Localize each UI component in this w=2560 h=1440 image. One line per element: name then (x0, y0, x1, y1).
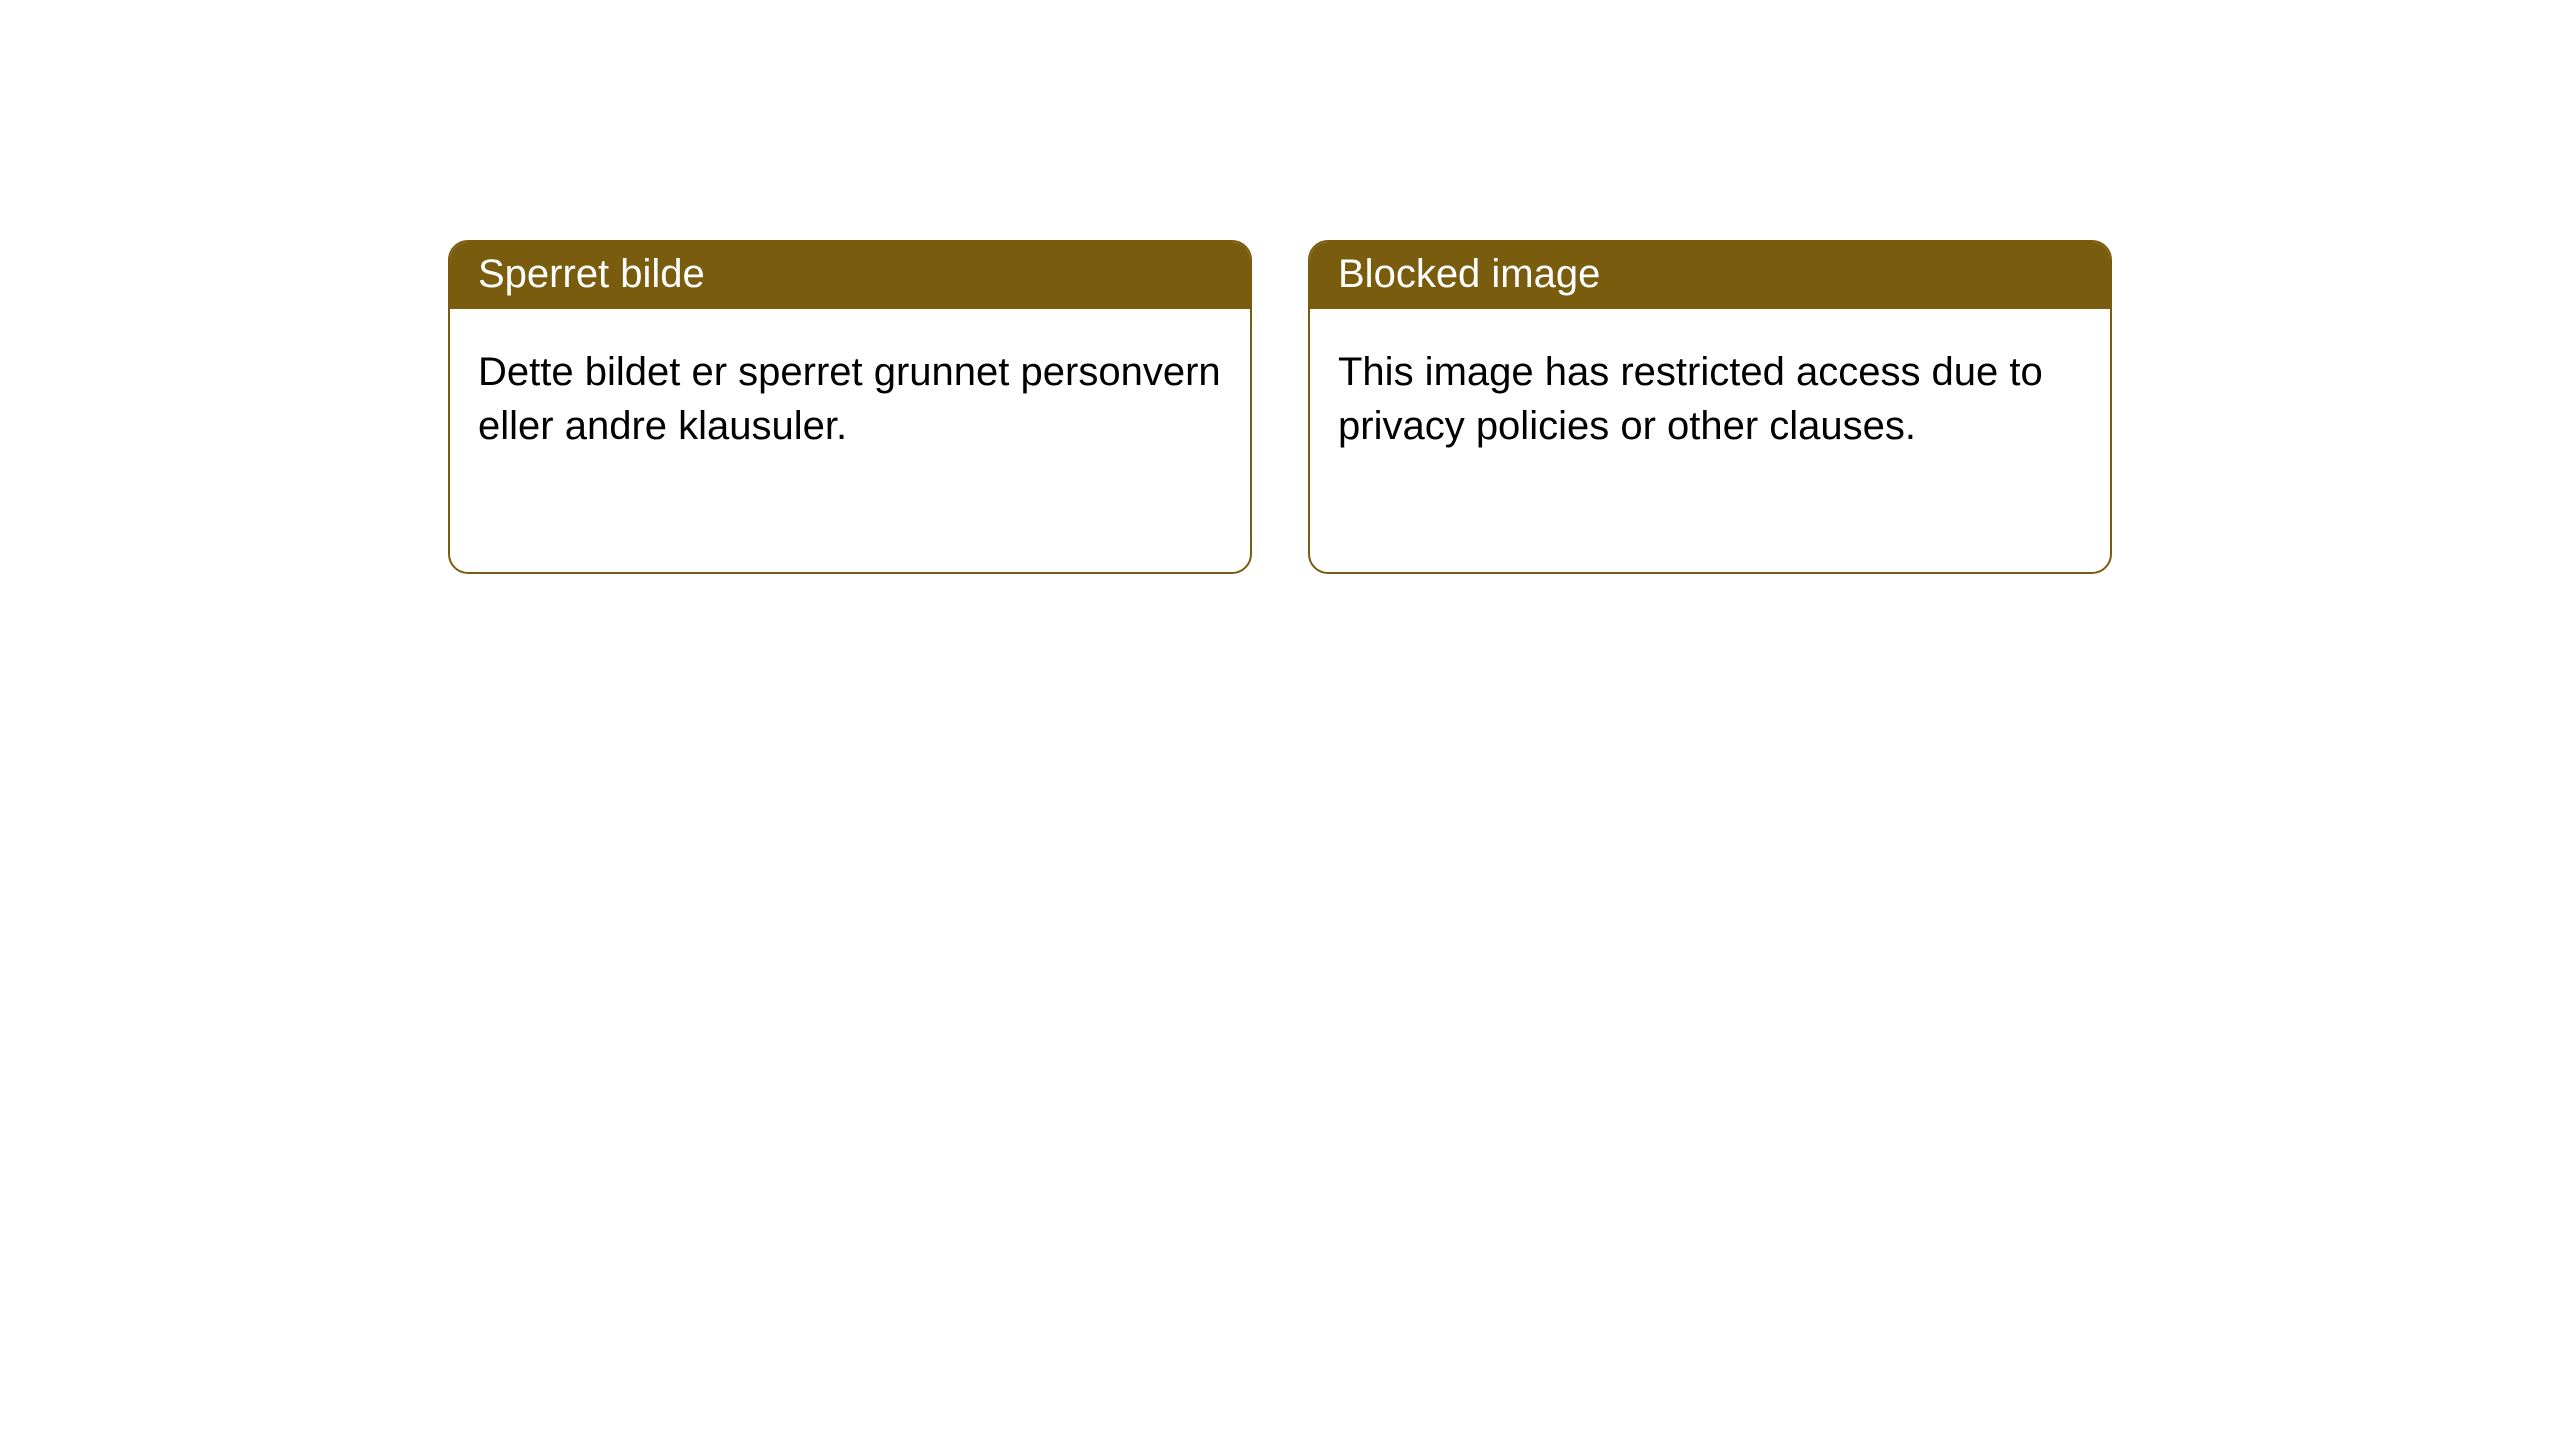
card-body-no: Dette bildet er sperret grunnet personve… (450, 309, 1250, 489)
card-body-en: This image has restricted access due to … (1310, 309, 2110, 489)
card-title-en: Blocked image (1310, 242, 2110, 309)
blocked-image-panels: Sperret bilde Dette bildet er sperret gr… (448, 240, 2112, 574)
blocked-image-card-en: Blocked image This image has restricted … (1308, 240, 2112, 574)
card-title-no: Sperret bilde (450, 242, 1250, 309)
blocked-image-card-no: Sperret bilde Dette bildet er sperret gr… (448, 240, 1252, 574)
